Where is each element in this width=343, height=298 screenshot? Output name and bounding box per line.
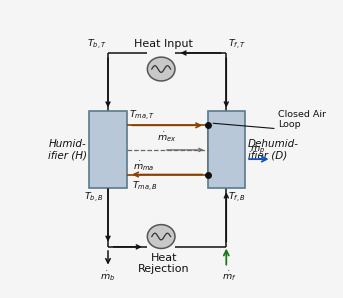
Text: $T_{b,B}$: $T_{b,B}$ [84, 191, 104, 204]
Text: $T_{f,T}$: $T_{f,T}$ [228, 37, 246, 51]
Text: $\dot{m}_{ma}$: $\dot{m}_{ma}$ [133, 160, 155, 173]
Text: $\dot{m}_f$: $\dot{m}_f$ [222, 270, 236, 283]
Text: Humid-
ifier (H): Humid- ifier (H) [48, 139, 87, 161]
Text: $T_{ma,B}$: $T_{ma,B}$ [132, 179, 158, 193]
Text: $T_{b,T}$: $T_{b,T}$ [87, 37, 107, 51]
Circle shape [147, 225, 175, 249]
Text: Closed Air
Loop: Closed Air Loop [278, 110, 326, 129]
Text: $\dot{m}_b$: $\dot{m}_b$ [100, 270, 116, 283]
Bar [90, 111, 127, 188]
Text: $T_{f,B}$: $T_{f,B}$ [228, 191, 245, 204]
Text: Dehumid-
ifier (D): Dehumid- ifier (D) [248, 139, 298, 161]
Bar [208, 111, 245, 188]
Circle shape [147, 57, 175, 81]
Text: Heat
Rejection: Heat Rejection [138, 253, 190, 274]
Text: Heat Input: Heat Input [134, 39, 193, 49]
Text: $\dot{m}_p$: $\dot{m}_p$ [250, 142, 265, 156]
Text: $\dot{m}_{ex}$: $\dot{m}_{ex}$ [157, 131, 177, 144]
Text: $T_{ma,T}$: $T_{ma,T}$ [129, 108, 155, 122]
